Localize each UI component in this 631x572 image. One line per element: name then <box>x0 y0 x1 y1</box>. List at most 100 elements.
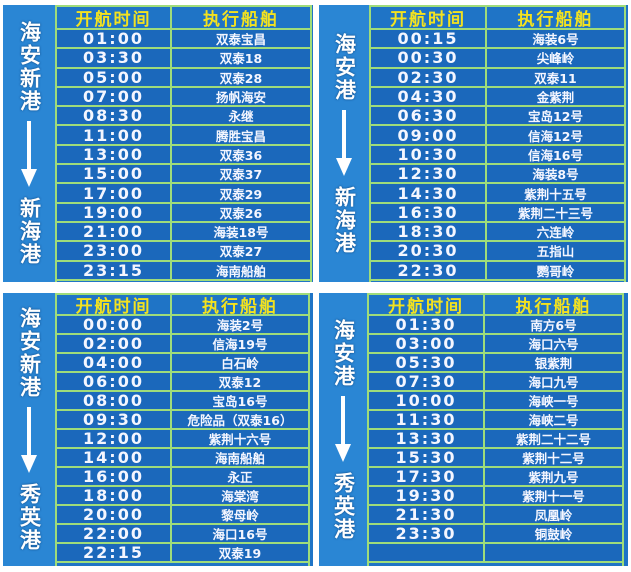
ship-name: 海装18号 <box>172 222 310 241</box>
arrow-head <box>21 169 37 187</box>
ship-name: 海装8号 <box>487 165 624 183</box>
ship-name: 黎母岭 <box>172 506 308 523</box>
table-row: 02:30 双泰11 <box>371 68 624 88</box>
ship-name: 紫荆十一号 <box>485 487 622 504</box>
table-row: 22:30 鹦哥岭 <box>371 261 624 281</box>
schedule-table: 开航时间 执行船舶 01:30 南方6号 03:00 海口六号 05:30 银紫荆 07:30 海… <box>369 293 624 566</box>
route-from: 海安港 <box>331 318 356 388</box>
table-row: 14:00 海南船舶 <box>57 448 308 468</box>
ship-name: 双泰11 <box>487 68 624 86</box>
route-from: 海安新港 <box>17 307 42 399</box>
departure-time: 18:00 <box>57 486 172 505</box>
table-row: 05:30 银紫荆 <box>369 353 622 373</box>
departure-time: 18:30 <box>371 222 487 241</box>
table-row: 13:00 双泰36 <box>57 145 310 166</box>
table-row: 10:30 信海16号 <box>371 145 624 166</box>
route-label: 海安新港 新海港 <box>3 5 57 282</box>
schedule-table: 开航时间 执行船舶 01:00 双泰宝昌 03:30 双泰18 05:00 双泰28 07:00… <box>57 5 312 282</box>
table-row: 10:00 海峡一号 <box>369 391 622 411</box>
departure-time: 01:30 <box>369 315 485 334</box>
table-row: 02:00 信海19号 <box>57 334 308 354</box>
route-from: 海安新港 <box>17 21 42 113</box>
ship-name: 海装2号 <box>172 316 308 333</box>
ship-name: 五指山 <box>487 242 624 260</box>
table-row: 18:30 六连岭 <box>371 222 624 243</box>
departure-time <box>369 544 485 561</box>
route-label: 海安港 新海港 <box>319 5 371 282</box>
ship-name: 双泰18 <box>172 49 310 67</box>
header-departure-time: 开航时间 <box>57 7 172 30</box>
departure-time: 20:30 <box>371 241 487 260</box>
table-row: 17:00 双泰29 <box>57 184 310 204</box>
table-row: 21:30 凤凰岭 <box>369 505 622 525</box>
table-row: 19:00 双泰26 <box>57 203 310 223</box>
arrow-shaft <box>27 121 31 169</box>
table-header: 开航时间 执行船舶 <box>57 5 310 30</box>
departure-time: 17:00 <box>57 184 172 203</box>
ship-name: 六连岭 <box>487 222 624 241</box>
ship-name: 扬帆海安 <box>172 87 310 106</box>
header-departure-time: 开航时间 <box>369 295 485 317</box>
departure-time: 19:00 <box>57 203 172 222</box>
departure-time: 08:00 <box>57 391 172 410</box>
departure-time: 15:30 <box>369 448 485 467</box>
table-row: 07:30 海口九号 <box>369 372 622 392</box>
table-row: 03:30 双泰18 <box>57 48 310 69</box>
table-row: 15:00 双泰37 <box>57 164 310 185</box>
departure-time: 13:30 <box>369 429 485 448</box>
ship-name: 紫荆十五号 <box>487 184 624 202</box>
table-row: 23:15 海南船舶 <box>57 261 310 281</box>
route-to: 秀英港 <box>331 471 356 541</box>
table-row: 23:00 双泰27 <box>57 241 310 262</box>
route-label: 海安新港 秀英港 <box>3 293 57 566</box>
table-row: 11:30 海峡二号 <box>369 410 622 430</box>
table-header: 开航时间 执行船舶 <box>57 293 308 317</box>
departure-time: 12:00 <box>57 429 172 448</box>
table-row: 00:15 海装6号 <box>371 29 624 50</box>
table-header: 开航时间 执行船舶 <box>371 5 624 30</box>
table-row: 08:00 宝岛16号 <box>57 391 308 411</box>
table-row: 13:30 紫荆二十二号 <box>369 429 622 449</box>
schedule-panel-route-haian-to-xiuying: 海安港秀英港 开航时间 执行船舶 01:30 南方6号 03:00 海口六号 05:30 银紫荆… <box>319 293 628 566</box>
departure-time: 06:00 <box>57 372 172 391</box>
route-to: 新海港 <box>17 197 42 266</box>
schedule-table: 开航时间 执行船舶 00:00 海装2号 02:00 信海19号 04:00 白石岭 06:00… <box>57 293 310 566</box>
table-row: 23:30 铜鼓岭 <box>369 524 622 544</box>
ship-name: 鹦哥岭 <box>487 261 624 279</box>
ship-name: 海峡二号 <box>485 411 622 428</box>
ship-name: 宝岛12号 <box>487 107 624 125</box>
down-arrow-icon <box>335 395 351 462</box>
ship-name: 双泰19 <box>172 544 308 561</box>
departure-time: 04:00 <box>57 353 172 372</box>
ship-name: 信海19号 <box>172 335 308 352</box>
table-row: 01:00 双泰宝昌 <box>57 29 310 50</box>
table-row: 01:30 南方6号 <box>369 315 622 335</box>
departure-time: 22:00 <box>57 524 172 543</box>
departure-time: 09:00 <box>371 126 487 145</box>
route-label: 海安港 秀英港 <box>319 293 369 566</box>
table-row: 00:30 尖峰岭 <box>371 48 624 69</box>
table-row: 22:00 海口16号 <box>57 524 308 544</box>
arrow-shaft <box>341 395 345 444</box>
departure-time: 10:30 <box>371 145 487 164</box>
ship-name: 海装6号 <box>487 30 624 48</box>
arrow-shaft <box>27 407 31 455</box>
table-row <box>369 544 622 563</box>
departure-time: 06:30 <box>371 106 487 125</box>
departure-time: 14:30 <box>371 184 487 203</box>
table-row: 18:00 海棠湾 <box>57 486 308 506</box>
table-row: 04:30 金紫荆 <box>371 87 624 108</box>
ship-name: 海南船舶 <box>172 449 308 466</box>
table-row: 06:00 双泰12 <box>57 372 308 392</box>
header-ship: 执行船舶 <box>172 295 308 317</box>
ship-name: 双泰29 <box>172 184 310 202</box>
table-row: 17:30 紫荆九号 <box>369 467 622 487</box>
table-row: 12:30 海装8号 <box>371 164 624 185</box>
table-row: 16:00 永正 <box>57 467 308 487</box>
ship-name: 腾胜宝昌 <box>172 126 310 144</box>
ship-name: 信海12号 <box>487 126 624 144</box>
schedule-panel-route-haian-new-to-xiuying: 海安新港 秀英港 开航时间 执行船舶 00:00 海装2号 02:00 信海19号 04:00 白… <box>3 293 313 566</box>
table-row: 22:15 双泰19 <box>57 543 308 563</box>
departure-time: 23:00 <box>57 241 172 260</box>
ship-name: 南方6号 <box>485 316 622 333</box>
